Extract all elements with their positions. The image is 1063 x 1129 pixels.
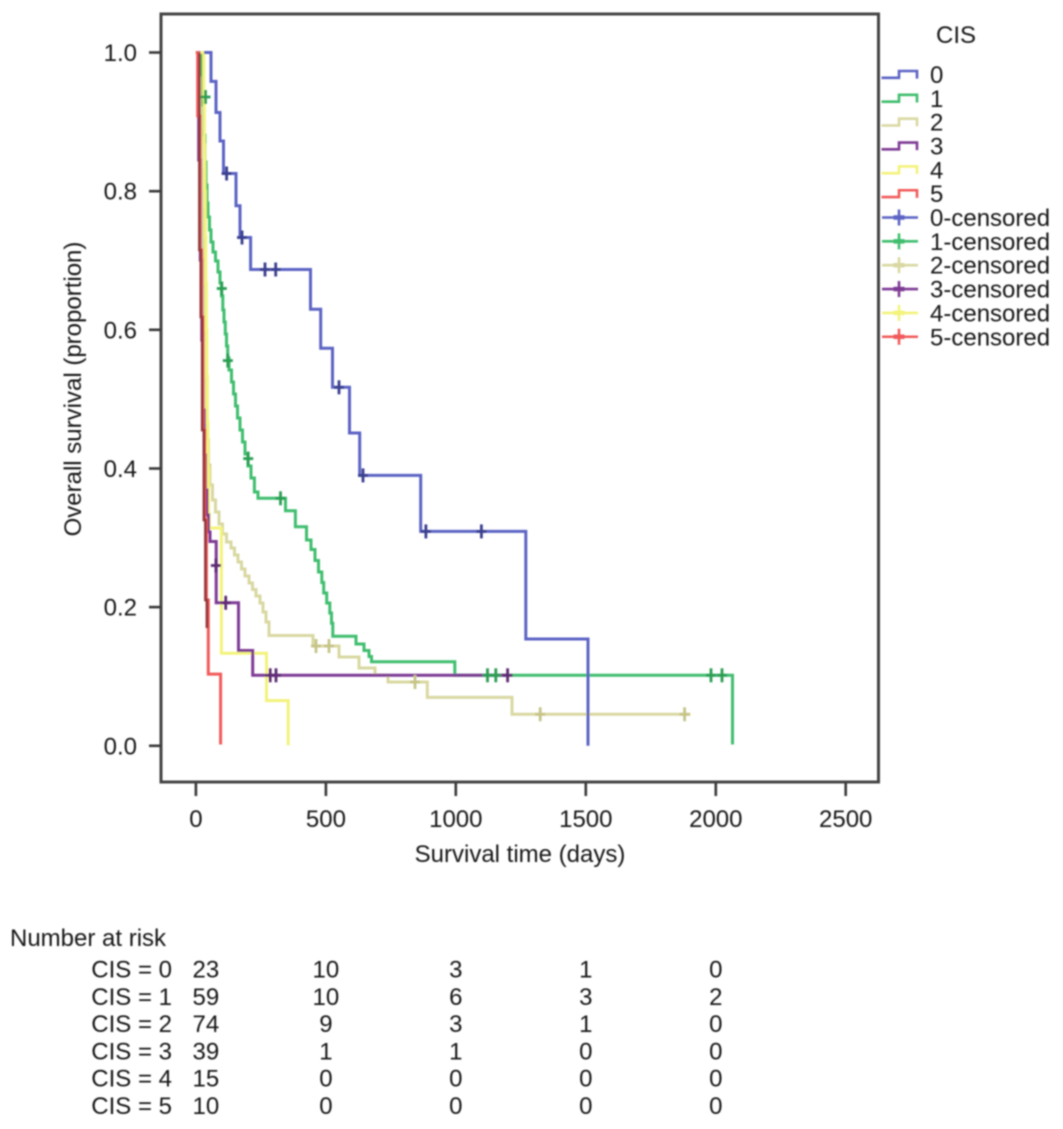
svg-text:1: 1 bbox=[319, 1038, 332, 1065]
svg-text:0: 0 bbox=[579, 1066, 592, 1093]
svg-text:0.2: 0.2 bbox=[104, 595, 137, 622]
svg-text:0: 0 bbox=[709, 1038, 722, 1065]
svg-text:2-censored: 2-censored bbox=[930, 253, 1050, 280]
svg-text:1.0: 1.0 bbox=[104, 40, 137, 67]
svg-text:CIS = 4: CIS = 4 bbox=[91, 1066, 172, 1093]
svg-text:74: 74 bbox=[193, 1011, 220, 1038]
svg-text:Number at risk: Number at risk bbox=[10, 925, 167, 952]
svg-text:0.6: 0.6 bbox=[104, 317, 137, 344]
svg-text:15: 15 bbox=[193, 1066, 220, 1093]
svg-text:0: 0 bbox=[579, 1093, 592, 1120]
svg-text:0: 0 bbox=[579, 1038, 592, 1065]
svg-text:3-censored: 3-censored bbox=[930, 277, 1050, 304]
svg-text:0: 0 bbox=[709, 957, 722, 984]
svg-text:39: 39 bbox=[193, 1038, 220, 1065]
svg-text:0: 0 bbox=[449, 1093, 462, 1120]
svg-text:0: 0 bbox=[189, 806, 202, 833]
svg-text:0.0: 0.0 bbox=[104, 733, 137, 760]
svg-text:59: 59 bbox=[193, 984, 220, 1011]
svg-text:0: 0 bbox=[930, 62, 943, 89]
svg-text:CIS = 5: CIS = 5 bbox=[91, 1093, 172, 1120]
svg-text:500: 500 bbox=[306, 806, 346, 833]
svg-text:1: 1 bbox=[449, 1038, 462, 1065]
svg-text:9: 9 bbox=[319, 1011, 332, 1038]
svg-text:0: 0 bbox=[709, 1093, 722, 1120]
svg-text:1000: 1000 bbox=[429, 806, 482, 833]
svg-text:CIS: CIS bbox=[936, 22, 976, 49]
svg-text:0: 0 bbox=[319, 1093, 332, 1120]
svg-text:3: 3 bbox=[449, 957, 462, 984]
svg-text:3: 3 bbox=[449, 1011, 462, 1038]
svg-text:2: 2 bbox=[709, 984, 722, 1011]
svg-text:0-censored: 0-censored bbox=[930, 205, 1050, 232]
svg-text:2000: 2000 bbox=[689, 806, 742, 833]
svg-text:10: 10 bbox=[313, 957, 340, 984]
svg-text:3: 3 bbox=[930, 133, 943, 160]
svg-text:2500: 2500 bbox=[819, 806, 872, 833]
svg-text:Overall survival (proportion): Overall survival (proportion) bbox=[60, 242, 87, 537]
svg-text:10: 10 bbox=[193, 1093, 220, 1120]
svg-text:5: 5 bbox=[930, 181, 943, 208]
svg-text:CIS = 2: CIS = 2 bbox=[91, 1011, 172, 1038]
svg-text:CIS = 0: CIS = 0 bbox=[91, 957, 172, 984]
svg-text:3: 3 bbox=[579, 984, 592, 1011]
svg-text:CIS = 3: CIS = 3 bbox=[91, 1038, 172, 1065]
svg-text:0: 0 bbox=[709, 1066, 722, 1093]
svg-text:Survival time (days): Survival time (days) bbox=[415, 841, 626, 868]
svg-text:4-censored: 4-censored bbox=[930, 300, 1050, 327]
svg-text:0: 0 bbox=[709, 1011, 722, 1038]
svg-text:2: 2 bbox=[930, 110, 943, 137]
svg-text:0: 0 bbox=[449, 1066, 462, 1093]
svg-text:10: 10 bbox=[313, 984, 340, 1011]
svg-text:CIS = 1: CIS = 1 bbox=[91, 984, 172, 1011]
svg-text:6: 6 bbox=[449, 984, 462, 1011]
svg-text:5-censored: 5-censored bbox=[930, 324, 1050, 351]
svg-text:0.8: 0.8 bbox=[104, 179, 137, 206]
svg-text:1-censored: 1-censored bbox=[930, 229, 1050, 256]
svg-text:0.4: 0.4 bbox=[104, 456, 137, 483]
svg-text:1: 1 bbox=[930, 86, 943, 113]
svg-text:23: 23 bbox=[193, 957, 220, 984]
svg-text:1: 1 bbox=[579, 1011, 592, 1038]
svg-text:1500: 1500 bbox=[559, 806, 612, 833]
svg-text:4: 4 bbox=[930, 157, 943, 184]
svg-text:1: 1 bbox=[579, 957, 592, 984]
svg-text:0: 0 bbox=[319, 1066, 332, 1093]
